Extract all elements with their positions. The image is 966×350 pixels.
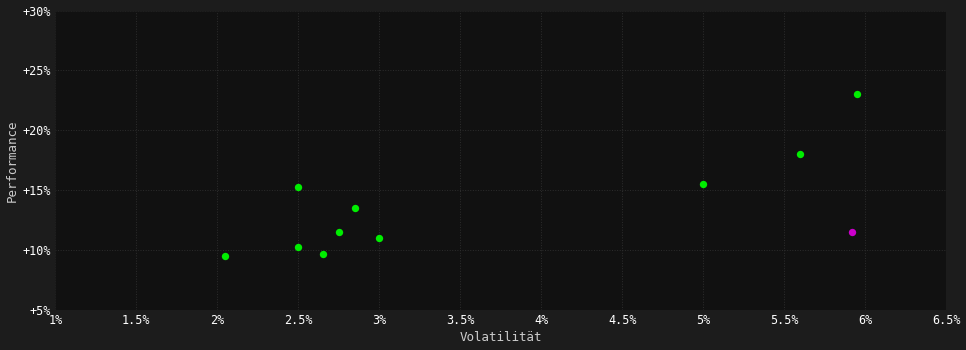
Point	[844, 230, 860, 235]
Point	[331, 230, 347, 235]
Point	[291, 184, 306, 189]
Point	[372, 236, 387, 241]
Point	[217, 253, 233, 259]
Point	[793, 152, 809, 157]
Point	[696, 182, 711, 187]
X-axis label: Volatilität: Volatilität	[460, 331, 542, 344]
Point	[291, 244, 306, 250]
Point	[348, 205, 363, 211]
Point	[315, 251, 330, 257]
Point	[849, 92, 865, 97]
Y-axis label: Performance: Performance	[6, 119, 18, 202]
